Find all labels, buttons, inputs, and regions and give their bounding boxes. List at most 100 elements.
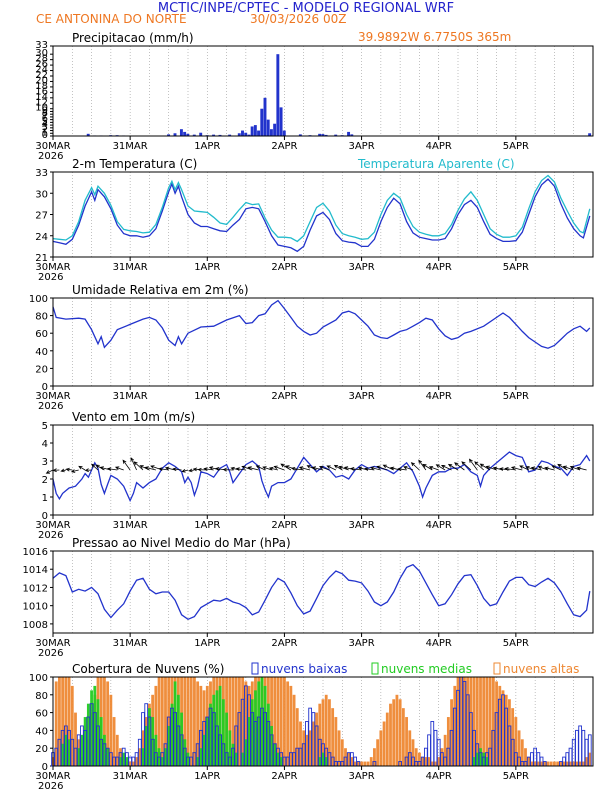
- x-tick-label: 4APR: [426, 638, 452, 649]
- clouds-title: Cobertura de Nuvens (%): [72, 662, 224, 676]
- y-tick-label: 30: [35, 189, 48, 200]
- cloud-bar-nuvens-medias: [170, 703, 174, 766]
- y-tick-label: 20: [35, 364, 48, 375]
- cloud-bar-nuvens-medias: [228, 730, 232, 766]
- wind-vector: [114, 466, 124, 471]
- cloud-bar-nuvens-altas: [61, 677, 65, 766]
- cloud-legend-label: nuvens altas: [503, 662, 579, 676]
- x-tick-label: 1APR: [194, 520, 220, 531]
- cloud-bar-nuvens-medias: [260, 677, 264, 766]
- cloud-bar-nuvens-medias: [86, 703, 90, 766]
- cloud-bar-nuvens-medias: [225, 712, 228, 766]
- wind-vector: [403, 466, 414, 471]
- cloud-bar-nuvens-altas: [369, 757, 373, 766]
- wind-vector: [91, 463, 99, 471]
- cloud-bar-nuvens-altas: [305, 734, 309, 766]
- cloud-bar-nuvens-altas: [446, 717, 450, 766]
- cloud-bar-nuvens-baixas: [433, 729, 438, 767]
- wind-vector: [222, 467, 234, 472]
- x-tick-label: 3APR: [348, 520, 374, 531]
- wind-vector: [60, 468, 66, 473]
- precip-bar: [318, 133, 322, 136]
- precip-bar: [247, 134, 251, 136]
- cloud-bar-nuvens-altas: [517, 730, 521, 766]
- plot-frame: [52, 424, 594, 516]
- wind-vector: [318, 465, 330, 471]
- precip-bar: [321, 134, 325, 136]
- y-tick-label: 3: [42, 122, 48, 133]
- precip-bar: [276, 54, 280, 136]
- wind-panel: 0 1 2 3 4 5 30MAR 31MAR 1APR 2APR 3APR 4APR 5APR 2026…: [35, 410, 594, 541]
- cloud-bar-nuvens-altas: [434, 761, 437, 766]
- cloud-bar-nuvens-altas: [498, 685, 502, 766]
- wind-vector: [65, 467, 73, 472]
- cloud-legend-swatch: [251, 662, 259, 675]
- cloud-legend-label: nuvens medias: [381, 662, 472, 676]
- y-tick-label: 60: [35, 329, 48, 340]
- y-tick-label: 40: [35, 347, 48, 358]
- precip-bar: [334, 134, 338, 136]
- cloud-bar-nuvens-altas: [324, 694, 328, 766]
- cloud-bar-nuvens-medias: [83, 717, 87, 766]
- cloud-bar-nuvens-medias: [244, 739, 248, 766]
- cloud-bar-nuvens-altas: [196, 681, 200, 766]
- cloud-bar-nuvens-altas: [459, 677, 463, 766]
- cloud-bar-nuvens-altas: [167, 677, 171, 766]
- x-tick-label: 31MAR: [113, 520, 148, 531]
- y-tick-label: 33: [35, 40, 48, 51]
- wind-vector: [158, 467, 169, 471]
- wind-vector: [78, 465, 86, 471]
- precip-bar: [212, 134, 216, 136]
- cloud-bar-nuvens-altas: [543, 761, 547, 766]
- cloud-bar-nuvens-altas: [360, 761, 363, 766]
- cloud-bar-nuvens-altas: [565, 761, 569, 766]
- y-tick-label: 6: [42, 114, 48, 125]
- cloud-bar-nuvens-medias: [321, 752, 325, 766]
- cloud-bar-nuvens-altas: [520, 739, 524, 766]
- precip-bar: [260, 108, 264, 136]
- cloud-bar-nuvens-altas: [475, 677, 479, 766]
- location-name: CE ANTONINA DO NORTE: [36, 12, 187, 26]
- wind-vector: [285, 465, 298, 471]
- wind-vector: [208, 466, 221, 471]
- x-tick-label: 2APR: [271, 262, 297, 273]
- wind-vector: [537, 465, 549, 471]
- cloud-bar-nuvens-altas: [334, 717, 338, 766]
- cloud-bar-nuvens-medias: [125, 757, 129, 766]
- cloud-bar-nuvens-altas: [189, 677, 193, 766]
- cloud-bar-nuvens-altas: [299, 721, 302, 766]
- y-tick-label: 9: [42, 105, 48, 116]
- wind-vector: [576, 466, 587, 471]
- y-tick-label: 5: [42, 421, 48, 432]
- wind-vector: [130, 457, 137, 471]
- cloud-bar-nuvens-altas: [64, 677, 68, 766]
- y-tick-label: 33: [35, 168, 48, 179]
- y-tick-label: 2: [42, 475, 48, 486]
- precip-bar: [350, 134, 354, 136]
- cloud-bar-nuvens-medias: [61, 743, 65, 766]
- cloud-bar-nuvens-altas: [556, 761, 560, 766]
- x-axis-year: 2026: [38, 151, 63, 162]
- x-tick-label: 31MAR: [113, 638, 148, 649]
- cloud-bar-nuvens-altas: [411, 739, 415, 766]
- wind-vector: [298, 466, 311, 471]
- x-tick-label: 5APR: [503, 391, 529, 402]
- x-tick-label: 5APR: [503, 262, 529, 273]
- y-tick-label: 0: [42, 762, 48, 773]
- cloud-bar-nuvens-medias: [209, 703, 212, 766]
- precip-bar: [228, 134, 232, 136]
- precip-bar: [250, 126, 254, 136]
- cloud-bar-nuvens-altas: [401, 708, 405, 766]
- x-tick-label: 4APR: [426, 141, 452, 152]
- wind-vector: [485, 465, 497, 471]
- cloud-bar-nuvens-altas: [530, 761, 534, 766]
- x-tick-label: 5APR: [503, 771, 529, 782]
- cloud-bar-nuvens-altas: [581, 761, 585, 766]
- cloud-bar-nuvens-altas: [443, 734, 447, 766]
- precip-bar: [244, 132, 248, 136]
- x-tick-label: 30MAR: [35, 771, 70, 782]
- cloud-bar-nuvens-medias: [263, 685, 267, 766]
- y-tick-label: 40: [35, 726, 48, 737]
- precip-bar: [324, 134, 328, 136]
